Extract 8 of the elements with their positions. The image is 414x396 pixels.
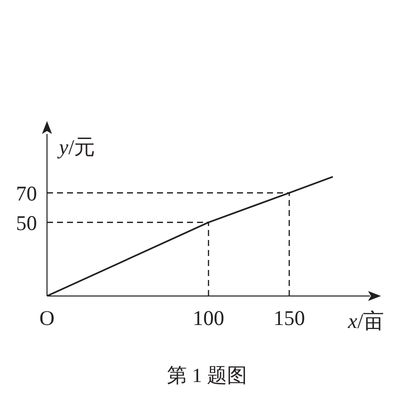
y-tick-label: 50 — [16, 210, 37, 235]
x-axis-title: x/亩 — [347, 309, 384, 333]
y-tick-label: 70 — [16, 181, 37, 206]
x-tick-label: 150 — [274, 306, 305, 330]
y-axis-title: y/元 — [57, 135, 96, 159]
text: 第 1 题图 — [166, 364, 248, 389]
x-tick-label: 100 — [192, 306, 224, 330]
x-tick-label: O — [39, 306, 55, 330]
